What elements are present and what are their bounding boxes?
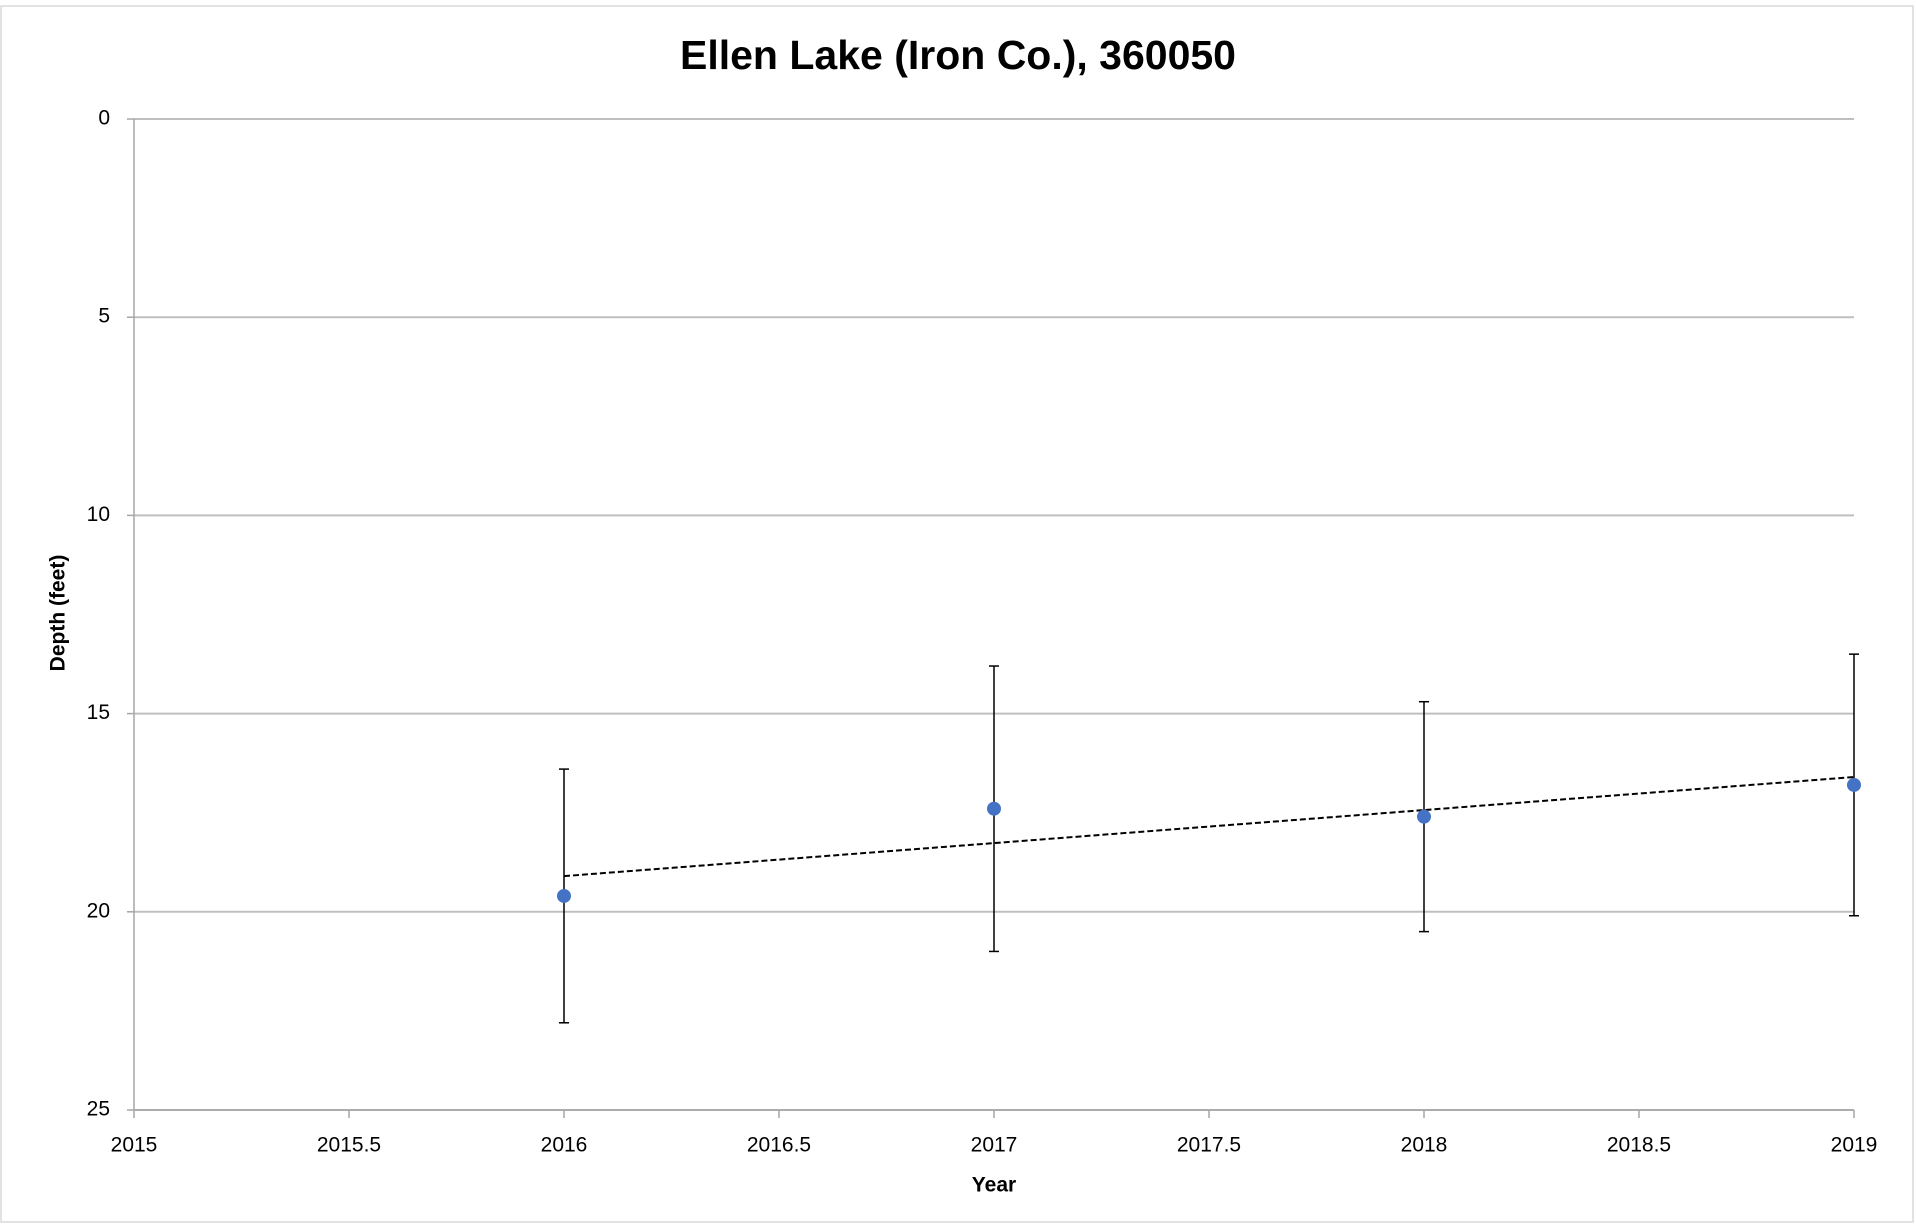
data-point xyxy=(1847,777,1861,792)
data-point xyxy=(557,888,571,903)
x-tick-label: 2016.5 xyxy=(747,1134,811,1157)
y-tick-label: 10 xyxy=(87,503,110,526)
y-tick-label: 25 xyxy=(87,1098,110,1121)
data-point xyxy=(987,801,1001,816)
x-tick-label: 2017 xyxy=(971,1134,1018,1157)
y-axis-label: Depth (feet) xyxy=(47,555,70,672)
x-tick-label: 2018 xyxy=(1401,1134,1448,1157)
y-tick-label: 0 xyxy=(98,107,110,130)
data-point xyxy=(1417,809,1431,824)
chart-title: Ellen Lake (Iron Co.), 360050 xyxy=(680,32,1236,78)
x-tick-label: 2017.5 xyxy=(1177,1134,1241,1157)
x-tick-label: 2016 xyxy=(541,1134,588,1157)
x-tick-label: 2015.5 xyxy=(317,1134,381,1157)
x-tick-label: 2015 xyxy=(111,1134,158,1157)
x-tick-label: 2019 xyxy=(1831,1134,1878,1157)
y-tick-label: 15 xyxy=(87,701,110,724)
x-tick-label: 2018.5 xyxy=(1607,1134,1671,1157)
y-tick-label: 20 xyxy=(87,899,110,922)
chart-border xyxy=(0,5,1914,1223)
x-axis-label: Year xyxy=(972,1174,1016,1197)
y-tick-label: 5 xyxy=(98,305,110,328)
